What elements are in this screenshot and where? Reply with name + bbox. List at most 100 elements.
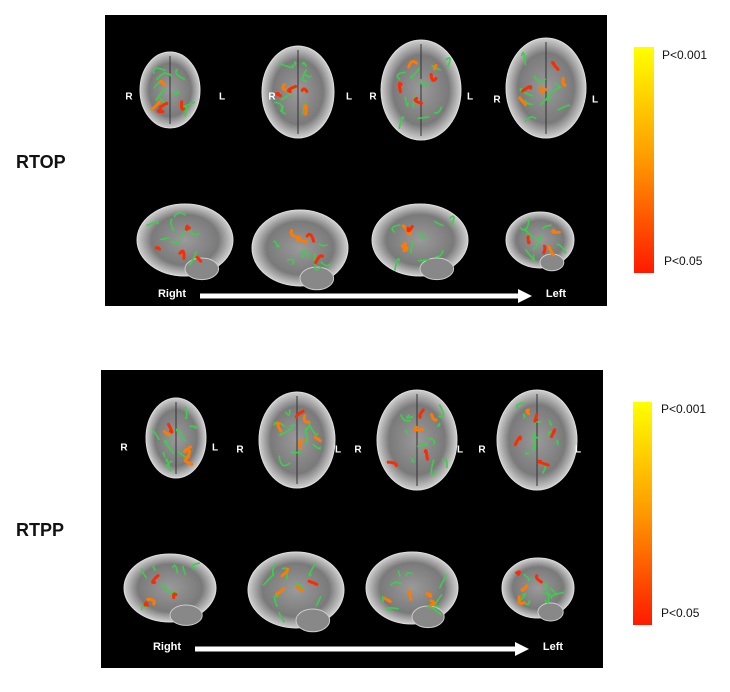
significant-cluster [294,409,305,419]
fiber-tract [519,217,531,231]
significant-cluster [275,92,282,98]
significant-cluster [276,421,283,433]
fiber-tract [427,604,442,616]
significant-cluster [536,459,550,467]
fiber-tract [140,568,148,579]
sagittal-slice [501,557,575,619]
fiber-tract [523,573,531,581]
fiber-tract [315,596,322,607]
significant-cluster [429,599,436,607]
significant-cluster [429,73,438,82]
right-label: R [125,92,133,103]
fiber-tract [140,605,148,611]
fiber-tract [398,116,405,130]
fiber-tract [420,79,430,86]
fiber-tract [313,253,316,261]
significant-cluster [521,85,533,93]
fiber-tract [400,414,411,422]
significant-cluster [159,79,167,87]
significant-cluster [156,108,165,114]
fiber-tract [304,426,310,433]
significant-cluster [281,83,287,92]
fiber-tract [184,104,188,118]
sagittal-slice [371,203,469,277]
significant-cluster [158,101,169,109]
sagittal-slice [247,551,345,629]
fiber-tract [522,413,526,419]
left-label: L [592,95,598,106]
fiber-tract [165,458,172,472]
sagittal-slice [251,209,349,287]
significant-cluster [150,100,161,111]
fiber-tract [418,258,430,262]
fiber-tract [390,581,402,586]
colorbar-top-label: P<0.001 [661,402,706,416]
fiber-tract [273,595,279,608]
fiber-tract [279,63,295,69]
significant-cluster [542,244,547,255]
fiber-tract [175,68,186,81]
fiber-tract [279,426,294,437]
fiber-tract [435,249,444,258]
fiber-tract [531,433,540,440]
significant-cluster [195,255,203,263]
left-label: L [212,443,218,454]
significant-cluster [172,592,178,600]
significant-cluster [430,413,438,422]
left-label: L [219,92,225,103]
fiber-tract [409,240,414,254]
sagittal-slice [123,553,217,623]
significant-cluster [183,458,194,466]
fiber-tract [433,106,443,114]
significant-cluster [166,422,174,434]
significant-cluster [146,597,156,606]
colorbar [634,47,654,273]
fiber-tract [302,69,308,83]
significant-cluster [407,589,413,601]
fiber-tract [416,442,429,448]
fiber-tract [555,439,559,446]
significant-cluster [533,413,539,423]
right-label: R [268,92,276,103]
significant-cluster [551,60,560,71]
right-label: R [493,95,501,106]
fiber-tract [386,606,400,612]
colorbar-top-label: P<0.001 [662,48,707,62]
fiber-tract [175,428,187,443]
fiber-tract [155,87,167,101]
fiber-tract [290,450,302,454]
fiber-tract [524,452,531,455]
significant-cluster [143,601,149,607]
sagittal-slice [136,203,234,277]
fiber-tract [396,71,406,81]
fiber-tract [433,220,445,227]
fiber-tract [286,258,295,266]
significant-cluster [185,449,191,460]
fiber-tract [300,250,310,258]
significant-cluster [539,84,547,94]
significant-cluster [296,237,308,244]
fiber-tract [547,86,562,100]
fiber-tract [278,455,291,467]
fiber-tract [188,251,198,266]
arrow-end-label: Left [546,288,567,300]
fiber-tract [318,243,328,247]
fiber-tract [151,428,161,441]
significant-cluster [517,595,526,605]
fiber-tract [191,562,200,570]
significant-cluster [162,430,171,436]
fiber-tract [445,57,451,69]
fiber-tract [556,243,567,254]
left-label: L [467,92,473,103]
measure-label: RTOP [16,152,66,172]
fiber-tract [405,572,414,577]
fiber-tract [539,94,551,106]
fiber-tract [524,99,534,106]
fiber-tract [278,611,285,623]
significant-cluster [179,100,185,111]
arrow-head [518,289,532,303]
arrow-start-label: Right [153,641,181,653]
significant-cluster [534,574,543,584]
significant-cluster [550,428,557,439]
right-label: R [236,445,244,456]
